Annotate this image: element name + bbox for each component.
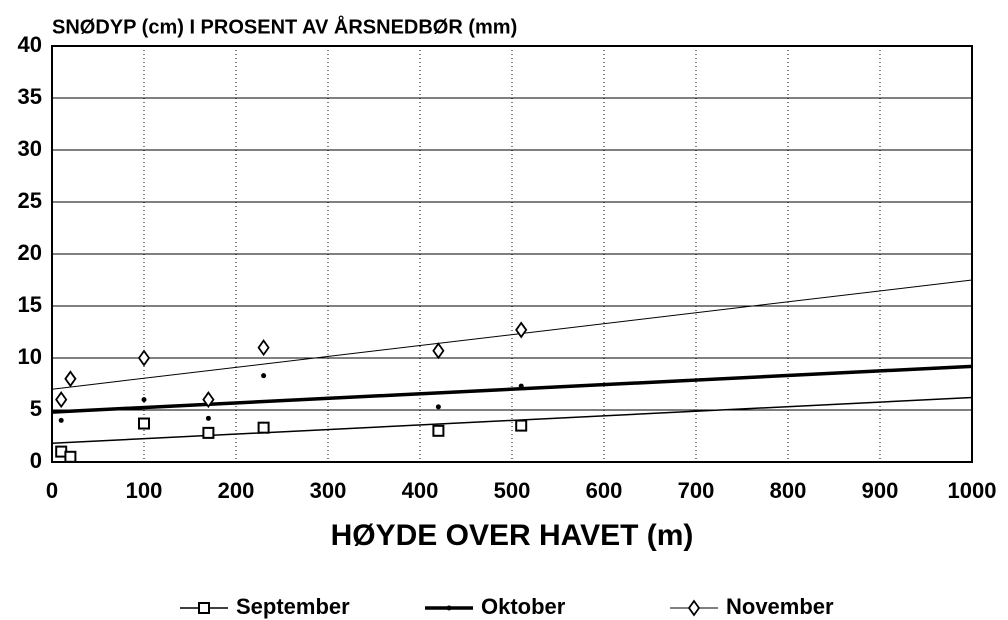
y-tick-label: 25 xyxy=(18,188,42,213)
point xyxy=(432,342,445,360)
x-tick-label: 100 xyxy=(126,478,163,503)
point xyxy=(138,417,150,430)
y-tick-label: 15 xyxy=(18,292,42,317)
chart-title: SNØDYP (cm) I PROSENT AV ÅRSNEDBØR (mm) xyxy=(52,14,517,38)
y-tick-label: 20 xyxy=(18,240,42,265)
legend-marker xyxy=(198,602,210,614)
y-tick-label: 5 xyxy=(30,396,42,421)
plot-frame xyxy=(51,45,973,463)
point xyxy=(257,421,270,434)
x-tick-label: 0 xyxy=(46,478,58,503)
point xyxy=(518,383,524,389)
x-tick-label: 700 xyxy=(678,478,715,503)
x-axis-label: HØYDE OVER HAVET (m) xyxy=(331,519,694,552)
x-tick-label: 400 xyxy=(402,478,439,503)
point xyxy=(257,339,270,357)
point xyxy=(55,391,68,409)
x-tick-label: 600 xyxy=(586,478,623,503)
point xyxy=(64,370,77,388)
y-tick-label: 35 xyxy=(18,84,42,109)
x-tick-label: 800 xyxy=(770,478,807,503)
point xyxy=(261,373,267,379)
x-tick-label: 300 xyxy=(310,478,347,503)
legend-label: November xyxy=(726,594,834,619)
y-tick-label: 30 xyxy=(18,136,42,161)
x-tick-label: 900 xyxy=(862,478,899,503)
point xyxy=(432,424,445,437)
point xyxy=(202,391,215,409)
point xyxy=(58,417,64,423)
point xyxy=(141,397,147,403)
legend-label: Oktober xyxy=(481,594,566,619)
trend-line xyxy=(51,364,973,414)
point xyxy=(515,321,528,339)
x-tick-label: 200 xyxy=(218,478,255,503)
point xyxy=(205,415,211,421)
y-tick-label: 10 xyxy=(18,344,42,369)
y-tick-label: 0 xyxy=(30,448,42,473)
trend-line xyxy=(51,279,973,390)
point xyxy=(202,426,215,439)
x-tick-label: 1000 xyxy=(948,478,997,503)
point xyxy=(137,349,151,367)
legend-label: September xyxy=(236,594,350,619)
point xyxy=(435,404,441,410)
y-tick-label: 40 xyxy=(18,32,42,57)
point xyxy=(64,450,77,463)
legend-marker xyxy=(446,605,452,611)
point xyxy=(515,419,528,432)
legend-marker xyxy=(687,599,701,617)
x-tick-label: 500 xyxy=(494,478,531,503)
